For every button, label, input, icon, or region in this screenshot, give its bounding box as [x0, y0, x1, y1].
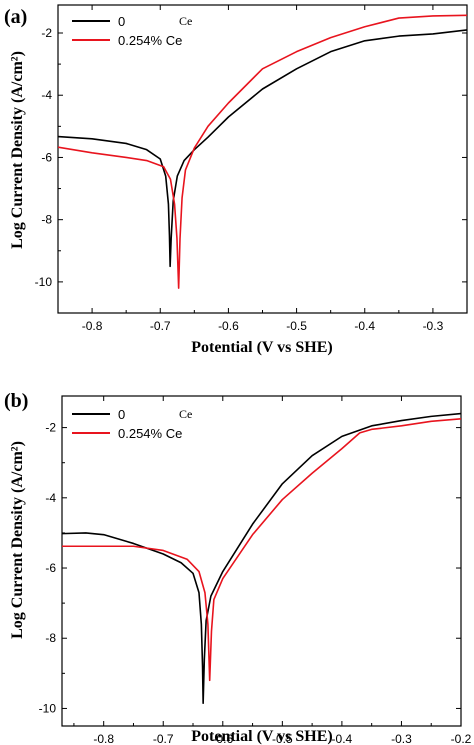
legend-label-suffix: Ce	[179, 407, 192, 421]
y-tick-label: -2	[41, 26, 52, 40]
y-tick-label: -10	[39, 701, 57, 715]
y-axis-title: Log Current Density (A/cm²)	[9, 441, 26, 639]
chart-panel-0: -0.8 -0.7 -0.6 -0.5 -0.4 -0.3 -10 -8 -6 -4 -2 0 Ce 0.…	[4, 4, 468, 356]
x-tick-label: -0.5	[272, 732, 293, 745]
plot-frame	[57, 4, 468, 314]
x-tick-label: -0.6	[212, 732, 233, 745]
y-tick-label: -8	[45, 631, 56, 645]
x-tick-label: -0.8	[93, 732, 114, 745]
x-tick-label: -0.4	[332, 732, 353, 745]
legend-label: 0.254% Ce	[118, 426, 182, 441]
x-tick-label: -0.3	[391, 732, 412, 745]
x-tick-label: -0.7	[153, 732, 174, 745]
y-tick-label: -10	[35, 275, 53, 289]
x-tick-label: -0.4	[354, 319, 375, 333]
y-tick-label: -2	[45, 421, 56, 435]
x-tick-label: -0.8	[82, 319, 103, 333]
legend-label: 0.254% Ce	[118, 33, 182, 48]
panel-label: (a)	[4, 6, 27, 28]
chart-panel-1: -0.8 -0.7 -0.6 -0.5 -0.4 -0.3 -0.2 -10 -8 -6 -4 -2 0…	[4, 390, 472, 745]
series-line-zero-ce	[62, 412, 461, 704]
x-axis-title: Potential (V vs SHE)	[191, 339, 332, 356]
legend-label-suffix: Ce	[179, 14, 192, 28]
legend-label: 0	[118, 407, 125, 422]
x-tick-label: -0.5	[286, 319, 307, 333]
x-tick-label: -0.6	[218, 319, 239, 333]
series-line-ce-0254	[58, 14, 467, 289]
x-tick-label: -0.3	[423, 319, 444, 333]
x-tick-label: -0.7	[150, 319, 171, 333]
series-line-ce-0254	[62, 418, 461, 682]
y-tick-label: -4	[41, 88, 52, 102]
y-axis-title: Log Current Density (A/cm²)	[9, 51, 26, 249]
y-tick-label: -6	[45, 561, 56, 575]
series-line-zero-ce	[58, 29, 467, 268]
plot-frame	[61, 395, 462, 727]
x-tick-label: -0.2	[451, 732, 472, 745]
x-axis-title: Potential (V vs SHE)	[191, 728, 332, 745]
y-tick-label: -6	[41, 150, 52, 164]
legend-label: 0	[118, 14, 125, 29]
y-tick-label: -8	[41, 213, 52, 227]
panel-label: (b)	[4, 390, 28, 412]
y-tick-label: -4	[45, 491, 56, 505]
